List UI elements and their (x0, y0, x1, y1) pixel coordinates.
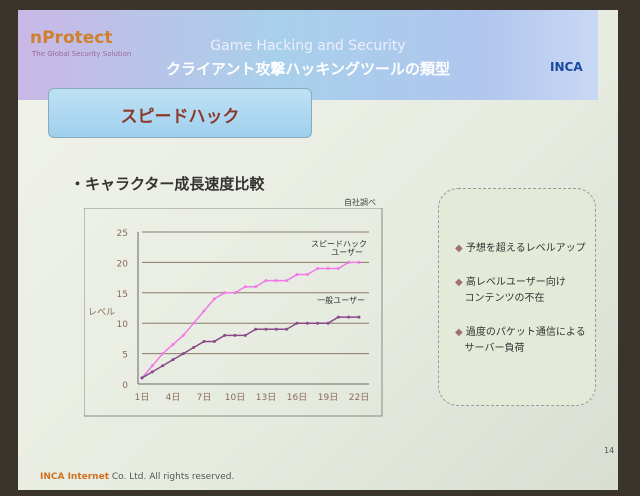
box-item: ◆ 高レベルユーザー向け コンテンツの不在 (455, 277, 566, 304)
box-item: ◆ 予想を超えるレベルアップ (455, 243, 586, 254)
data-point (295, 273, 299, 277)
series-line (141, 316, 359, 379)
section-box: スピードハック (48, 88, 312, 138)
y-tick-label: 0 (122, 381, 128, 391)
data-point (243, 333, 247, 337)
legend-speedhack-line2: ユーザー (331, 248, 363, 257)
legend-speedhack-line1: スピードハック (311, 240, 367, 249)
series-line (141, 261, 359, 379)
data-point (357, 260, 361, 264)
x-tick-label: 13日 (256, 392, 276, 403)
legend-normal: 一般ユーザー (317, 295, 365, 305)
data-point (264, 279, 268, 283)
data-point (171, 358, 175, 362)
y-tick-label: 10 (117, 320, 129, 330)
data-point (192, 321, 196, 325)
data-point (336, 315, 340, 319)
data-point (326, 321, 330, 325)
data-point (171, 342, 175, 346)
header-banner: nProtect The Global Security Solution Ga… (18, 10, 598, 100)
data-point (347, 315, 351, 319)
data-point (233, 291, 237, 295)
data-point (243, 285, 247, 289)
y-tick-label: 25 (117, 229, 128, 239)
data-point (212, 339, 216, 343)
section-title: スピードハック (120, 107, 240, 127)
x-tick-label: 10日 (225, 392, 245, 403)
data-point (305, 273, 309, 277)
data-point (233, 333, 237, 337)
y-axis-label: レベル (88, 308, 115, 318)
inca-logo: INCA (550, 60, 583, 74)
box-item-text: 過度のパケット通信による (465, 327, 586, 338)
x-tick-label: 19日 (318, 392, 338, 403)
box-item-text: サーバー負荷 (464, 343, 525, 354)
data-point (316, 266, 320, 270)
data-point (254, 285, 258, 289)
data-point (181, 333, 185, 337)
data-point (295, 321, 299, 325)
box-item: ◆ 過度のパケット通信による サーバー負荷 (455, 327, 586, 354)
y-tick-label: 5 (122, 351, 128, 361)
data-point (212, 297, 216, 301)
data-point (305, 321, 309, 325)
chart-frame (84, 208, 383, 417)
x-tick-label: 16日 (287, 392, 307, 403)
data-point (336, 266, 340, 270)
slide: nProtect The Global Security Solution Ga… (18, 10, 618, 490)
y-tick-label: 15 (117, 290, 128, 300)
data-point (347, 260, 351, 264)
title-japanese: クライアント攻撃ハッキングツールの類型 (166, 60, 450, 78)
x-tick-label: 1日 (135, 392, 150, 403)
source-note: 自社調べ (344, 198, 376, 207)
data-point (150, 370, 154, 374)
x-tick-label: 4日 (166, 392, 181, 403)
page-number: 14 (604, 446, 615, 455)
bullet-heading: ・キャラクター成長速度比較 (70, 175, 265, 193)
data-point (161, 364, 165, 368)
data-point (274, 279, 278, 283)
box-item-text: コンテンツの不在 (464, 293, 545, 304)
data-point (140, 376, 144, 380)
logo-tagline: The Global Security Solution (32, 50, 132, 58)
data-point (223, 333, 227, 337)
y-tick-label: 20 (117, 259, 129, 269)
data-point (254, 327, 258, 331)
footer-text: Co. Ltd. All rights reserved. (109, 472, 235, 482)
x-tick-label: 22日 (349, 392, 369, 403)
data-point (223, 291, 227, 295)
box-item-text: 予想を超えるレベルアップ (465, 243, 586, 254)
box-item-text: 高レベルユーザー向け (465, 277, 566, 288)
data-point (357, 315, 361, 319)
points-box: ◆ 予想を超えるレベルアップ ◆ 高レベルユーザー向け コンテンツの不在 ◆ 過… (438, 188, 596, 406)
data-point (181, 352, 185, 356)
footer: INCA Internet Co. Ltd. All rights reserv… (40, 472, 234, 482)
data-point (161, 352, 165, 356)
footer-brand: INCA Internet (40, 472, 109, 482)
data-point (264, 327, 268, 331)
data-point (202, 309, 206, 313)
nprotect-logo: nProtect (30, 28, 113, 48)
data-point (316, 321, 320, 325)
data-point (192, 346, 196, 350)
data-point (285, 279, 289, 283)
x-tick-label: 7日 (197, 392, 212, 403)
data-point (285, 327, 289, 331)
data-point (274, 327, 278, 331)
data-point (326, 266, 330, 270)
title-english: Game Hacking and Security (210, 38, 406, 54)
line-chart: 0 5 10 15 20 25 1日 4日 7日 10日 13日 16日 19日 22日 レベル スピードハッ… (84, 208, 383, 417)
data-point (202, 339, 206, 343)
data-point (150, 364, 154, 368)
